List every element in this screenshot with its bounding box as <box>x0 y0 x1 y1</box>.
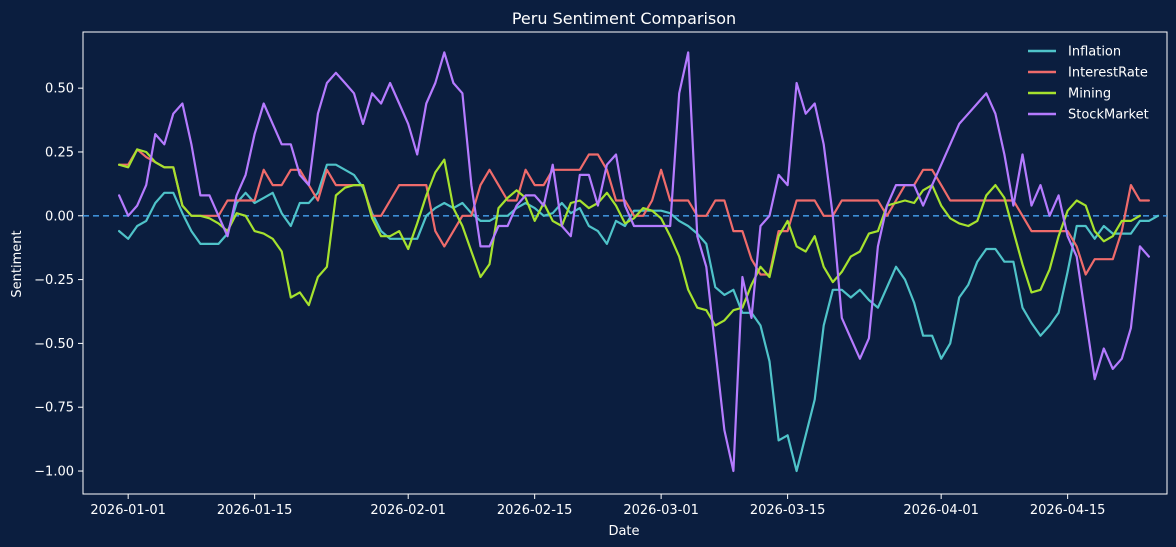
x-tick-label: 2026-02-01 <box>370 503 446 518</box>
x-tick-label: 2026-04-01 <box>903 503 979 518</box>
series-line-stockmarket <box>117 51 1151 473</box>
x-tick-label: 2026-01-15 <box>217 503 293 518</box>
legend-label-stockmarket: StockMarket <box>1068 108 1149 123</box>
y-axis-title: Sentiment <box>10 230 25 297</box>
y-tick-label: −0.25 <box>34 273 74 288</box>
x-tick-label: 2026-03-01 <box>623 503 699 518</box>
legend-label-mining: Mining <box>1068 87 1111 102</box>
y-tick-label: −0.75 <box>34 401 74 416</box>
y-tick-label: 0.25 <box>45 145 74 160</box>
legend-label-interestrate: InterestRate <box>1068 66 1148 81</box>
series-line-mining <box>117 148 1142 327</box>
y-tick-label: −0.50 <box>34 337 74 352</box>
legend-label-inflation: Inflation <box>1068 45 1121 60</box>
chart-title: Peru Sentiment Comparison <box>512 9 736 28</box>
y-tick-label: −1.00 <box>34 465 74 480</box>
series-line-interestrate <box>117 148 1151 276</box>
x-tick-label: 2026-01-01 <box>90 503 166 518</box>
x-tick-label: 2026-02-15 <box>497 503 573 518</box>
x-axis-title: Date <box>608 524 639 539</box>
x-tick-label: 2026-03-15 <box>750 503 826 518</box>
series-line-inflation <box>117 163 1160 473</box>
plot-frame <box>82 31 1168 495</box>
legend: Inflation InterestRate Mining StockMarket <box>1028 45 1149 123</box>
y-tick-label: 0.00 <box>45 209 74 224</box>
x-tick-label: 2026-04-15 <box>1030 503 1106 518</box>
plot-area: 0.50 0.25 0.00 −0.25 −0.50 −0.75 −1.00 2026-01-… <box>34 31 1168 518</box>
y-tick-label: 0.50 <box>45 82 74 97</box>
